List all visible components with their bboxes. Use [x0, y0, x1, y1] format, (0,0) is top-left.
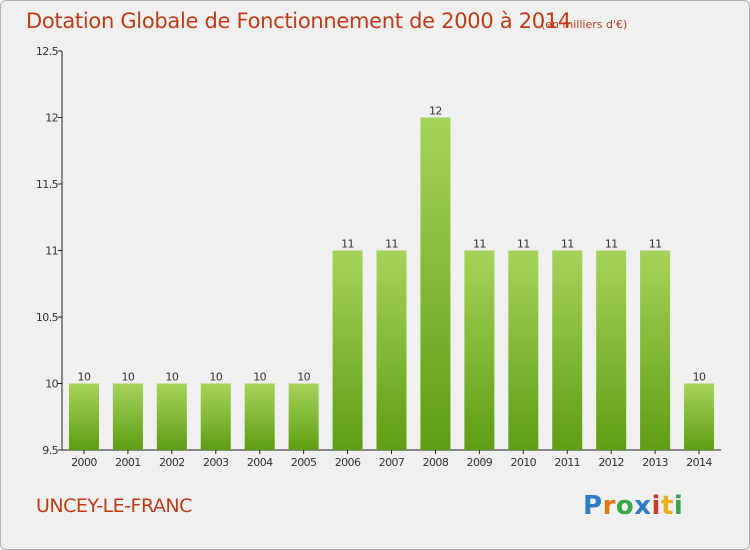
data-label: 11 — [561, 238, 574, 251]
data-label: 12 — [429, 105, 442, 118]
x-tick-label: 2007 — [379, 456, 405, 469]
logo-letter: i — [651, 491, 661, 521]
bar — [332, 250, 363, 450]
bar — [464, 250, 495, 450]
data-label: 10 — [165, 371, 178, 384]
x-tick-label: 2004 — [247, 456, 273, 469]
x-tick-label: 2011 — [554, 456, 580, 469]
y-tick-label: 10 — [45, 378, 58, 391]
y-tick-label: 12.5 — [36, 45, 59, 58]
bar — [200, 383, 231, 450]
x-tick-label: 2005 — [291, 456, 317, 469]
logo-letter: x — [634, 491, 652, 521]
y-tick-label: 10.5 — [36, 311, 59, 324]
y-tick-label: 11.5 — [36, 178, 59, 191]
bar — [596, 250, 627, 450]
data-label: 11 — [473, 238, 486, 251]
data-label: 11 — [605, 238, 618, 251]
x-tick-label: 2013 — [642, 456, 668, 469]
data-label: 10 — [253, 371, 266, 384]
x-tick-label: 2010 — [510, 456, 536, 469]
bar — [156, 383, 187, 450]
y-tick-label: 12 — [45, 112, 58, 125]
logo-letter: P — [583, 491, 603, 521]
commune-name: UNCEY-LE-FRANC — [36, 495, 192, 517]
proxiti-logo[interactable]: Proxiti — [583, 491, 683, 521]
y-tick-label: 9.5 — [42, 444, 58, 457]
data-label: 10 — [693, 371, 706, 384]
x-tick-label: 2001 — [115, 456, 141, 469]
x-tick-label: 2009 — [467, 456, 493, 469]
bar — [376, 250, 407, 450]
data-label: 11 — [517, 238, 530, 251]
bar — [640, 250, 671, 450]
bar — [112, 383, 143, 450]
x-tick-label: 2002 — [159, 456, 185, 469]
data-label: 10 — [209, 371, 222, 384]
bar — [244, 383, 275, 450]
y-tick-label: 11 — [45, 245, 58, 258]
x-tick-label: 2003 — [203, 456, 229, 469]
chart-subtitle: (en milliers d'€) — [541, 18, 628, 31]
data-label: 10 — [121, 371, 134, 384]
x-tick-label: 2014 — [686, 456, 712, 469]
bar — [68, 383, 99, 450]
bar — [684, 383, 715, 450]
data-label: 10 — [297, 371, 310, 384]
bar — [508, 250, 539, 450]
bar — [288, 383, 319, 450]
data-label: 11 — [385, 238, 398, 251]
logo-letter: r — [602, 491, 616, 521]
logo-letter: t — [660, 491, 674, 521]
x-tick-label: 2000 — [71, 456, 97, 469]
data-label: 11 — [649, 238, 662, 251]
data-label: 10 — [78, 371, 91, 384]
bar — [552, 250, 583, 450]
chart-title: Dotation Globale de Fonctionnement de 20… — [26, 9, 571, 33]
x-tick-label: 2006 — [335, 456, 361, 469]
logo-letter: i — [673, 491, 684, 521]
bar — [420, 117, 451, 450]
logo-letter: o — [615, 491, 635, 521]
x-tick-label: 2012 — [598, 456, 624, 469]
data-label: 11 — [341, 238, 354, 251]
x-tick-label: 2008 — [423, 456, 449, 469]
